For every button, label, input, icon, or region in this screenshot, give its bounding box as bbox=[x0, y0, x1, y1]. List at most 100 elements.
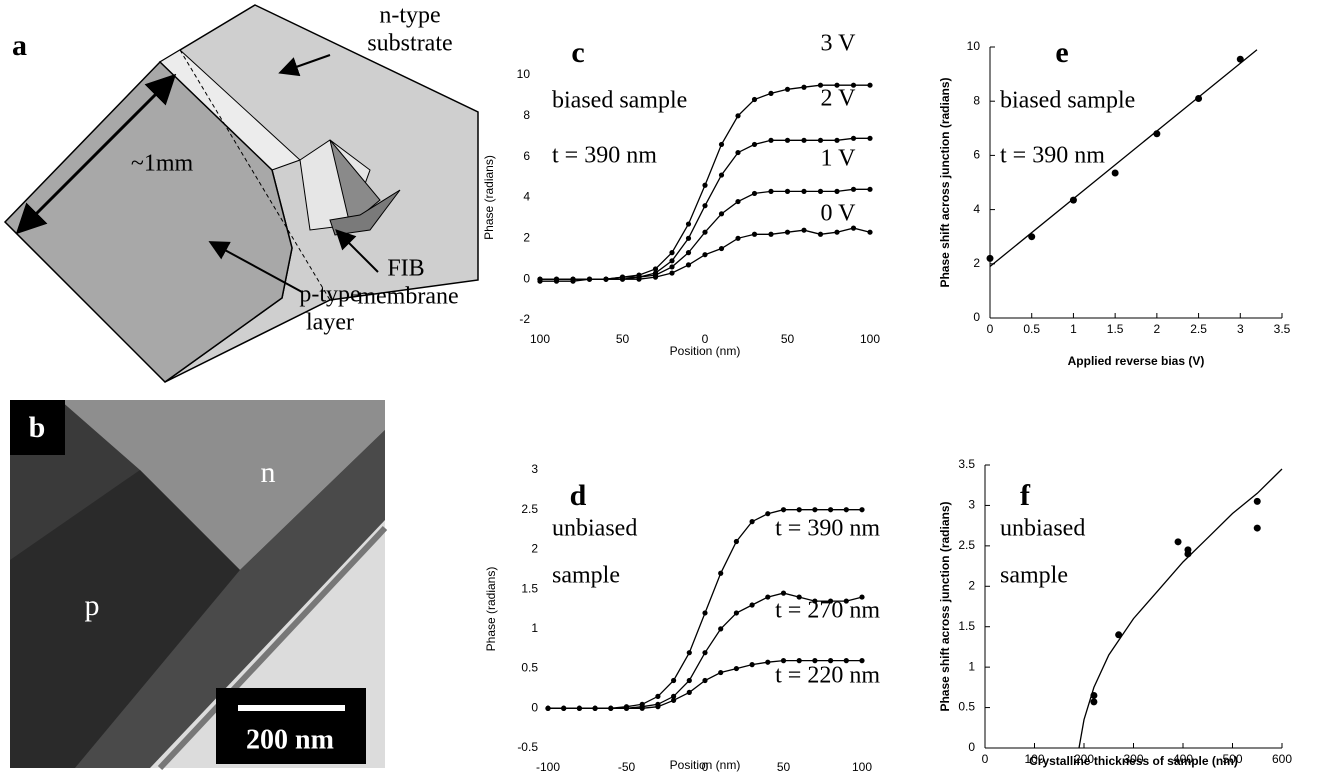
data-point bbox=[801, 188, 807, 194]
y-tick-label: 1.5 bbox=[958, 619, 975, 633]
data-point bbox=[652, 274, 659, 280]
data-point bbox=[751, 96, 758, 103]
y-tick-label: 0 bbox=[523, 271, 530, 285]
y-tick-label: 4 bbox=[973, 202, 980, 216]
series-label: 0 V bbox=[821, 201, 857, 227]
data-point bbox=[867, 82, 873, 88]
data-point bbox=[671, 677, 677, 684]
data-point bbox=[817, 82, 824, 88]
panel-letter: e bbox=[1055, 36, 1068, 69]
data-point bbox=[817, 137, 824, 143]
data-point bbox=[623, 705, 630, 711]
data-point bbox=[867, 186, 873, 192]
data-point bbox=[586, 276, 593, 282]
data-point bbox=[561, 705, 567, 711]
data-point bbox=[749, 602, 755, 608]
data-point bbox=[834, 137, 840, 143]
data-point bbox=[812, 598, 818, 604]
data-point bbox=[1115, 631, 1123, 639]
data-point bbox=[702, 252, 708, 258]
data-point bbox=[702, 203, 708, 209]
data-point bbox=[784, 86, 791, 92]
data-point bbox=[828, 658, 834, 664]
data-point bbox=[817, 231, 824, 237]
data-point bbox=[592, 705, 598, 711]
series-label: 1 V bbox=[821, 146, 857, 172]
y-tick-label: 0 bbox=[968, 740, 975, 754]
data-point bbox=[718, 570, 724, 576]
annotation: t = 390 nm bbox=[552, 143, 657, 169]
data-point bbox=[1174, 538, 1182, 546]
label: n-type bbox=[379, 3, 440, 29]
data-point bbox=[685, 221, 692, 227]
x-tick-label: 3 bbox=[1237, 322, 1244, 336]
region-label: p bbox=[85, 589, 100, 622]
series-label: 2 V bbox=[821, 86, 857, 112]
data-point bbox=[751, 141, 758, 148]
data-point bbox=[768, 188, 774, 194]
y-tick-label: 8 bbox=[973, 93, 980, 107]
data-point bbox=[859, 658, 865, 664]
y-axis-label: Phase shift across junction (radians) bbox=[938, 501, 952, 711]
data-point bbox=[718, 669, 724, 676]
data-point bbox=[669, 258, 675, 264]
x-tick-label: 300 bbox=[1123, 752, 1143, 766]
data-point bbox=[545, 705, 551, 711]
x-tick-label: 3.5 bbox=[1274, 322, 1291, 336]
panel-letter: c bbox=[571, 36, 584, 69]
annotation: sample bbox=[552, 563, 620, 589]
y-tick-label: 10 bbox=[517, 67, 531, 81]
label: substrate bbox=[367, 31, 452, 57]
data-point bbox=[570, 278, 576, 284]
label: layer bbox=[306, 310, 354, 336]
data-point bbox=[702, 229, 708, 235]
x-axis-label: Position (nm) bbox=[670, 758, 741, 772]
data-point bbox=[843, 598, 849, 604]
data-point bbox=[768, 231, 774, 237]
y-tick-label: 1 bbox=[968, 659, 975, 673]
data-point bbox=[686, 689, 692, 696]
data-point bbox=[685, 235, 692, 241]
data-point bbox=[1253, 524, 1261, 532]
data-point bbox=[859, 507, 865, 513]
x-axis-label: Position (nm) bbox=[670, 344, 741, 358]
x-tick-label: 400 bbox=[1173, 752, 1193, 766]
data-point bbox=[768, 90, 774, 96]
y-tick-label: 3 bbox=[531, 462, 538, 476]
x-tick-label: 0 bbox=[702, 760, 709, 772]
data-point bbox=[801, 227, 807, 233]
data-point bbox=[843, 658, 849, 664]
label: ~1mm bbox=[131, 151, 194, 177]
data-point bbox=[749, 519, 755, 525]
y-tick-label: 0.5 bbox=[521, 661, 538, 675]
data-point bbox=[780, 590, 787, 596]
data-point bbox=[553, 278, 560, 284]
data-point bbox=[735, 113, 741, 119]
data-point bbox=[834, 229, 840, 235]
data-point bbox=[1111, 169, 1119, 177]
annotation: biased sample bbox=[552, 88, 687, 114]
data-point bbox=[685, 262, 692, 268]
data-point bbox=[669, 264, 675, 270]
data-point bbox=[669, 250, 675, 256]
panel-letter: a bbox=[12, 29, 27, 62]
x-tick-label: 100 bbox=[852, 760, 872, 772]
data-point bbox=[733, 538, 740, 545]
data-point bbox=[765, 594, 771, 600]
data-point bbox=[733, 665, 740, 672]
data-point bbox=[1253, 497, 1261, 505]
data-point bbox=[636, 276, 642, 282]
y-tick-label: 8 bbox=[523, 108, 530, 122]
data-point bbox=[765, 659, 771, 665]
x-tick-label: 100 bbox=[1024, 752, 1044, 766]
series-label: t = 270 nm bbox=[775, 598, 880, 624]
x-tick-label: 50 bbox=[777, 760, 791, 772]
data-point bbox=[812, 507, 818, 513]
data-point bbox=[801, 137, 807, 143]
y-tick-label: 2.5 bbox=[958, 538, 975, 552]
data-point bbox=[702, 677, 708, 684]
data-point bbox=[718, 172, 725, 178]
data-point bbox=[780, 658, 787, 664]
data-point bbox=[817, 188, 824, 194]
